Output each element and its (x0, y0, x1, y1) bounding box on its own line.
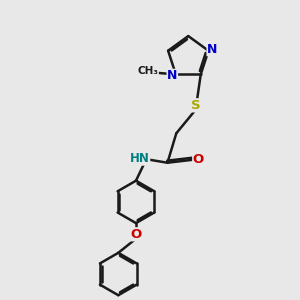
Text: S: S (190, 99, 200, 112)
Text: CH₃: CH₃ (137, 67, 158, 76)
Text: N: N (167, 69, 178, 82)
Text: HN: HN (130, 152, 150, 165)
Text: O: O (130, 228, 142, 241)
Text: N: N (207, 43, 217, 56)
Text: O: O (193, 153, 204, 166)
